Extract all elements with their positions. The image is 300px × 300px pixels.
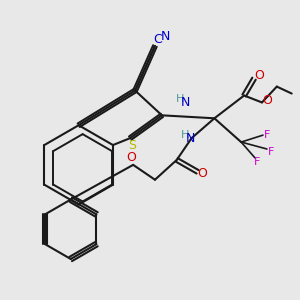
Text: H: H: [181, 130, 189, 140]
Text: C: C: [154, 32, 162, 46]
Text: N: N: [161, 30, 170, 43]
Text: N: N: [186, 132, 195, 145]
Text: O: O: [262, 94, 272, 107]
Text: H: H: [176, 94, 184, 104]
Text: O: O: [126, 152, 136, 164]
Text: S: S: [128, 139, 136, 152]
Text: O: O: [198, 167, 207, 180]
Text: N: N: [181, 96, 190, 109]
Text: O: O: [254, 69, 264, 82]
Text: F: F: [268, 147, 274, 157]
Text: F: F: [254, 157, 260, 167]
Text: F: F: [264, 130, 270, 140]
